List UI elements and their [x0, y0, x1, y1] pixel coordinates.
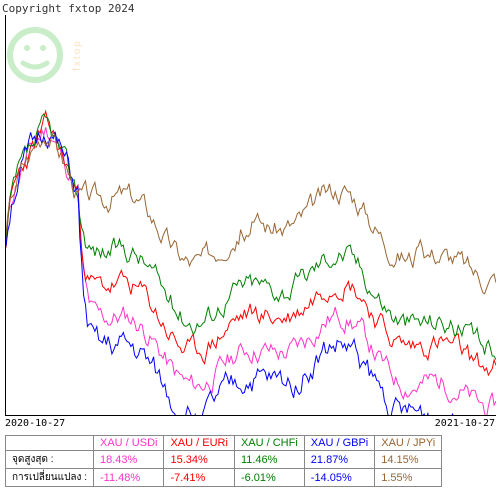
- legend-cell: XAU / GBPi: [304, 436, 374, 451]
- legend-cell: 11.46%: [234, 451, 304, 469]
- legend-row: จุดสูงสุด :18.43%15.34%11.46%21.87%14.15…: [6, 451, 442, 469]
- legend-cell: 14.15%: [375, 451, 442, 469]
- legend-cell: XAU / USDi: [94, 436, 164, 451]
- x-end-label: 2021-10-27: [435, 418, 495, 429]
- series-xaugbpi: [6, 132, 496, 415]
- legend-row: การเปลี่ยนแปลง :-11.48%-7.41%-6.01%-14.0…: [6, 469, 442, 487]
- legend-cell: -7.41%: [164, 469, 234, 487]
- copyright-text: Copyright fxtop 2024: [2, 2, 134, 15]
- legend-cell: 15.34%: [164, 451, 234, 469]
- legend-row-label: การเปลี่ยนแปลง :: [6, 469, 94, 487]
- legend-row-label: จุดสูงสุด :: [6, 451, 94, 469]
- legend-cell: XAU / EURi: [164, 436, 234, 451]
- legend-cell: XAU / CHFi: [234, 436, 304, 451]
- legend-cell: -11.48%: [94, 469, 164, 487]
- legend-cell: 1.55%: [375, 469, 442, 487]
- legend-row-label: [6, 436, 94, 451]
- legend-cell: -6.01%: [234, 469, 304, 487]
- legend-cell: 21.87%: [304, 451, 374, 469]
- legend-cell: -14.05%: [304, 469, 374, 487]
- x-start-label: 2020-10-27: [5, 418, 65, 429]
- line-chart: [6, 15, 496, 415]
- chart-area: [5, 15, 496, 416]
- series-xauusdi: [6, 127, 496, 415]
- legend-cell: XAU / JPYi: [375, 436, 442, 451]
- series-xaueuri: [6, 111, 496, 375]
- legend-table: XAU / USDiXAU / EURiXAU / CHFiXAU / GBPi…: [5, 435, 442, 487]
- legend-row: XAU / USDiXAU / EURiXAU / CHFiXAU / GBPi…: [6, 436, 442, 451]
- legend-cell: 18.43%: [94, 451, 164, 469]
